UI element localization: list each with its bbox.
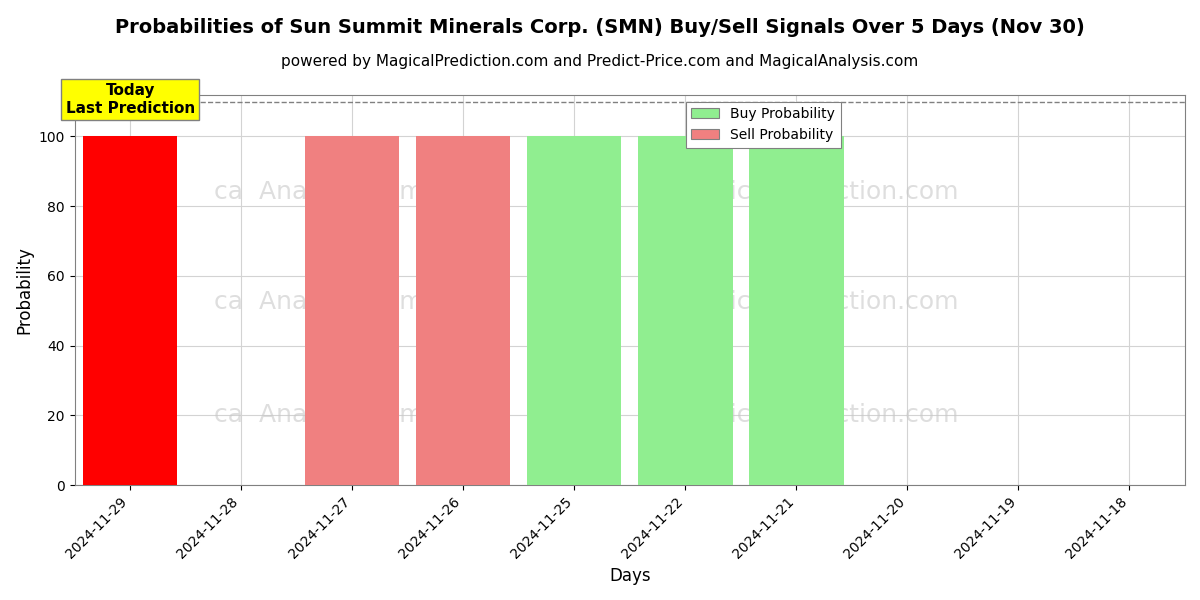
X-axis label: Days: Days: [610, 567, 650, 585]
Y-axis label: Probability: Probability: [16, 246, 34, 334]
Text: powered by MagicalPrediction.com and Predict-Price.com and MagicalAnalysis.com: powered by MagicalPrediction.com and Pre…: [281, 54, 919, 69]
Bar: [749, 136, 844, 485]
Bar: [527, 136, 622, 485]
Text: ca  Analysis.com: ca Analysis.com: [214, 180, 424, 204]
Bar: [416, 136, 510, 485]
Bar: [305, 136, 400, 485]
Text: MagicalPrediction.com: MagicalPrediction.com: [678, 180, 959, 204]
Legend: Buy Probability, Sell Probability: Buy Probability, Sell Probability: [685, 101, 840, 148]
Text: MagicalPrediction.com: MagicalPrediction.com: [678, 290, 959, 314]
Text: ca  Analysis.com: ca Analysis.com: [214, 403, 424, 427]
Text: Today
Last Prediction: Today Last Prediction: [66, 83, 194, 116]
Bar: [638, 136, 732, 485]
Bar: [83, 136, 178, 485]
Text: ca  Analysis.com: ca Analysis.com: [214, 290, 424, 314]
Text: MagicalPrediction.com: MagicalPrediction.com: [678, 403, 959, 427]
Text: Probabilities of Sun Summit Minerals Corp. (SMN) Buy/Sell Signals Over 5 Days (N: Probabilities of Sun Summit Minerals Cor…: [115, 18, 1085, 37]
